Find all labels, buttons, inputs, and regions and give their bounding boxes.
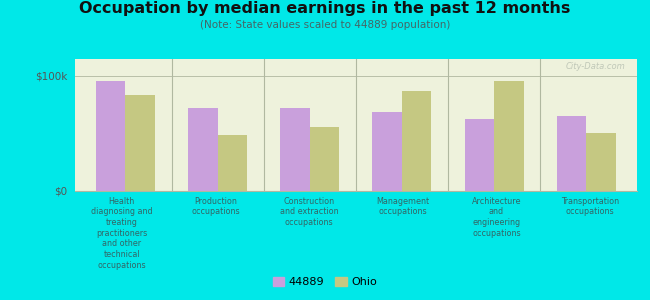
Bar <box>402 91 432 190</box>
Legend: 44889, Ohio: 44889, Ohio <box>268 272 382 291</box>
Text: (Note: State values scaled to 44889 population): (Note: State values scaled to 44889 popu… <box>200 20 450 29</box>
Bar <box>494 82 524 190</box>
Text: Health
diagnosing and
treating
practitioners
and other
technical
occupations: Health diagnosing and treating practitio… <box>91 196 152 270</box>
Bar <box>557 116 586 190</box>
Bar <box>372 112 402 190</box>
Bar <box>188 108 218 190</box>
Text: Architecture
and
engineering
occupations: Architecture and engineering occupations <box>472 196 521 238</box>
Text: City-Data.com: City-Data.com <box>566 62 626 71</box>
Text: Occupation by median earnings in the past 12 months: Occupation by median earnings in the pas… <box>79 2 571 16</box>
Text: Transportation
occupations: Transportation occupations <box>561 196 619 216</box>
Bar <box>586 133 616 190</box>
Bar <box>465 119 494 190</box>
Bar <box>310 128 339 190</box>
Bar <box>280 108 310 190</box>
Bar <box>96 82 125 190</box>
Text: Production
occupations: Production occupations <box>191 196 240 216</box>
Bar <box>218 135 247 190</box>
Bar <box>125 95 155 190</box>
Text: Construction
and extraction
occupations: Construction and extraction occupations <box>280 196 339 227</box>
Text: Management
occupations: Management occupations <box>376 196 429 216</box>
